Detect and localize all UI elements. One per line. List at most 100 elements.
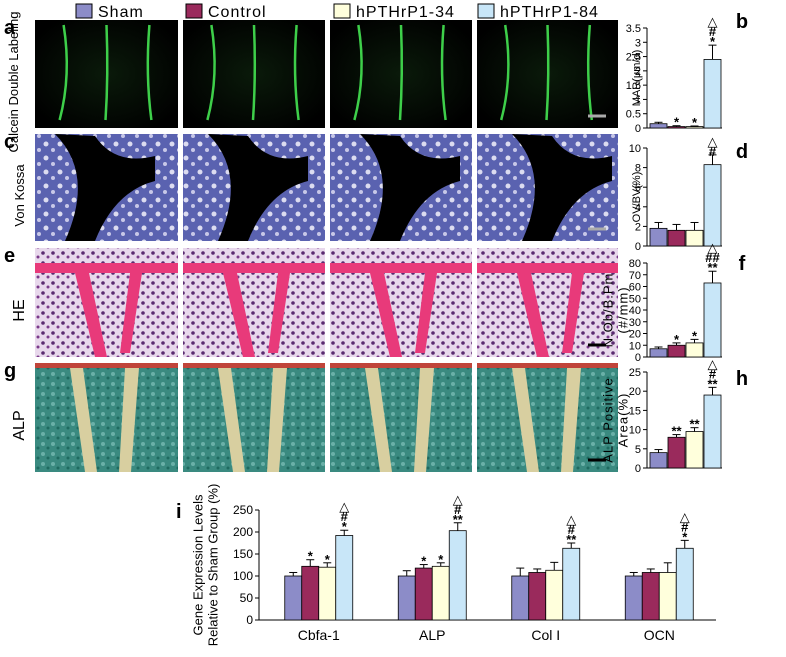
significance-mark: * [692, 115, 698, 130]
micrograph [35, 363, 178, 472]
label-line [499, 24, 510, 121]
significance-mark: ## [705, 250, 720, 265]
micrograph [35, 20, 178, 128]
row-label: Calcein Double Labeling [6, 12, 21, 153]
bar [667, 436, 686, 469]
bar [667, 344, 686, 358]
significance-mark: * [710, 34, 716, 49]
x-tick-label: OCN [644, 627, 675, 643]
bar [685, 431, 704, 469]
y-tick-label: 3 [635, 37, 641, 49]
bar [703, 164, 722, 247]
bar [624, 575, 643, 621]
x-tick-label: Col I [531, 627, 560, 643]
label-line [251, 24, 257, 121]
trabecula [70, 368, 139, 472]
significance-mark: * [438, 552, 444, 567]
y-tick-label: 50 [240, 591, 254, 605]
bar [511, 575, 530, 621]
bar [649, 452, 668, 469]
significance-mark: * [674, 115, 680, 130]
significance-mark: ** [566, 532, 577, 547]
micrograph [477, 363, 618, 472]
label-line [440, 24, 447, 121]
trabecula [512, 368, 581, 472]
panel-letter: d [736, 141, 748, 163]
label-line [545, 24, 550, 121]
micrograph [35, 134, 178, 241]
y-tick-label: 2.5 [626, 52, 641, 64]
bar [641, 572, 660, 621]
surface [35, 363, 178, 368]
legend-label: Sham [98, 4, 144, 21]
significance-mark: * [308, 549, 314, 564]
image-bg [183, 363, 325, 472]
bar [685, 342, 704, 358]
panel-letter: i [176, 501, 182, 523]
bone [512, 134, 612, 241]
label-line [58, 24, 69, 121]
y-tick-label: 40 [629, 305, 641, 317]
significance-mark: △ [339, 499, 349, 514]
bar [649, 227, 668, 247]
significance-mark: # [709, 24, 717, 39]
y-axis-label: MAR(μm/d) [631, 50, 643, 106]
bar [667, 126, 686, 129]
micrograph [183, 20, 325, 128]
significance-mark: △ [708, 134, 718, 149]
surface [183, 363, 325, 368]
y-tick-label: 20 [629, 386, 641, 398]
significance-mark: △ [708, 240, 718, 255]
legend-label: hPTHrP1-84 [500, 4, 599, 21]
micrograph [477, 20, 618, 128]
panel-letter: c [4, 131, 15, 153]
significance-mark: # [341, 509, 349, 524]
bar [685, 229, 704, 247]
y-tick-label: 70 [629, 270, 641, 282]
bar [448, 530, 467, 621]
bone [360, 134, 460, 241]
y-tick-label: 6 [635, 182, 641, 194]
trabecula [35, 263, 178, 357]
y-tick-label: 10 [629, 143, 641, 155]
y-tick-label: 0 [635, 352, 641, 364]
significance-mark: ** [453, 512, 464, 527]
trabecula [365, 368, 434, 472]
panel-letter: e [4, 245, 15, 267]
surface [330, 363, 472, 368]
significance-mark: # [709, 366, 717, 381]
y-tick-label: 2 [635, 221, 641, 233]
y-axis-label: OV/BV(%) [631, 172, 643, 223]
y-axis-label: Area(%) [616, 393, 631, 448]
y-axis-label: N.Ob/B.Pm [601, 273, 616, 348]
y-tick-label: 1 [635, 94, 641, 106]
micrograph [183, 248, 325, 357]
micrograph [183, 134, 325, 241]
y-axis-label: Gene Expression Levels [191, 494, 206, 635]
y-tick-label: 50 [629, 293, 641, 305]
label-line [293, 24, 300, 121]
y-tick-label: 150 [233, 547, 253, 561]
significance-mark: △ [708, 356, 718, 371]
y-axis-label: (#/mm) [616, 286, 631, 333]
bone [208, 134, 308, 241]
y-tick-label: 1.5 [626, 80, 641, 92]
significance-mark: # [568, 522, 576, 537]
y-tick-label: 10 [629, 340, 641, 352]
x-tick-label: ALP [419, 627, 445, 643]
significance-mark: * [421, 554, 427, 569]
y-tick-label: 200 [233, 525, 253, 539]
bar [528, 572, 547, 621]
y-tick-label: 250 [233, 503, 253, 517]
significance-mark: ** [707, 376, 718, 391]
significance-mark: * [342, 519, 348, 534]
bar [431, 565, 450, 621]
trabecula [477, 263, 618, 357]
label-line [146, 24, 153, 121]
y-tick-label: 25 [629, 367, 641, 379]
bar [649, 123, 668, 129]
legend-swatch [185, 3, 203, 19]
micrograph [330, 134, 472, 241]
bar [562, 547, 581, 621]
label-line [586, 24, 594, 121]
